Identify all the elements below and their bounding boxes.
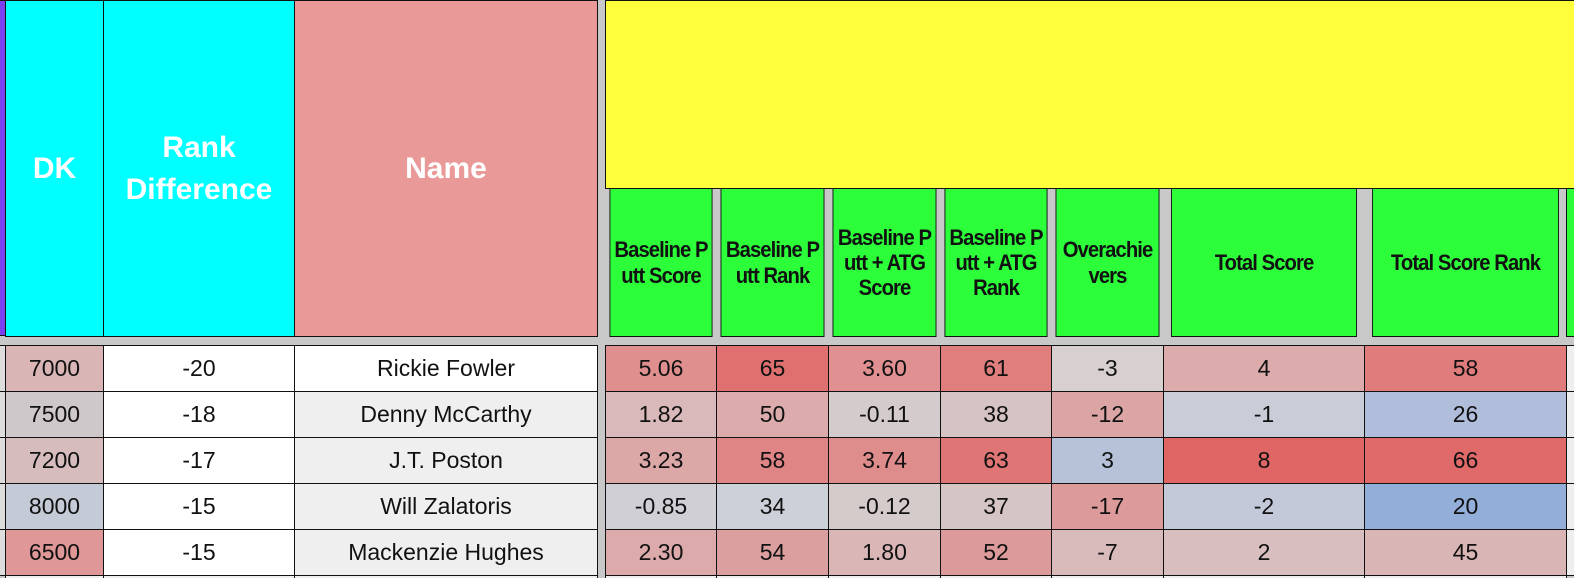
header-name: Name xyxy=(294,0,598,337)
table-cell: 34 xyxy=(716,483,829,530)
header-dk: DK xyxy=(5,0,104,337)
column-header: Total Score xyxy=(1171,188,1357,337)
header-rank-difference: Rank Difference xyxy=(103,0,295,337)
right-filler xyxy=(1566,483,1574,530)
table-cell: 8 xyxy=(1163,437,1365,484)
right-filler xyxy=(1566,391,1574,438)
table-cell: 66 xyxy=(1364,437,1567,484)
column-header: Total Score Rank xyxy=(1372,188,1559,337)
table-cell: 58 xyxy=(716,437,829,484)
table-cell: Denny McCarthy xyxy=(294,391,598,438)
table-cell: 38 xyxy=(940,391,1052,438)
table-cell: 7200 xyxy=(5,437,104,484)
table-cell: -18 xyxy=(103,391,295,438)
table-cell: -20 xyxy=(103,345,295,392)
table-cell: 2 xyxy=(1163,529,1365,576)
table-cell: 3.23 xyxy=(605,437,717,484)
table-cell: -17 xyxy=(103,437,295,484)
table-cell: 26 xyxy=(1364,391,1567,438)
table-cell: -0.11 xyxy=(828,391,941,438)
table-cell: 63 xyxy=(940,437,1052,484)
table-cell: -17 xyxy=(1051,483,1164,530)
table-cell: -3 xyxy=(1051,345,1164,392)
table-cell: -12 xyxy=(1051,391,1164,438)
table-cell: 65 xyxy=(716,345,829,392)
table-cell: Mackenzie Hughes xyxy=(294,529,598,576)
table-cell: 61 xyxy=(940,345,1052,392)
table-cell: -2 xyxy=(1163,483,1365,530)
table-cell: 20 xyxy=(1364,483,1567,530)
table-cell: -7 xyxy=(1051,529,1164,576)
column-header: Overachievers xyxy=(1055,188,1160,337)
right-filler xyxy=(1566,437,1574,484)
table-cell: Rickie Fowler xyxy=(294,345,598,392)
table-cell: Will Zalatoris xyxy=(294,483,598,530)
column-header: Baseline Putt Score xyxy=(609,188,713,337)
table-cell: 54 xyxy=(716,529,829,576)
table-cell: 3.60 xyxy=(828,345,941,392)
table-cell: 52 xyxy=(940,529,1052,576)
table-cell: 37 xyxy=(940,483,1052,530)
header-banner xyxy=(605,0,1574,189)
table-cell: 8000 xyxy=(5,483,104,530)
table-cell: 1.82 xyxy=(605,391,717,438)
table-cell: 7000 xyxy=(5,345,104,392)
partial-cell xyxy=(1364,575,1567,578)
table-cell: J.T. Poston xyxy=(294,437,598,484)
partial-cell xyxy=(294,575,598,578)
table-cell: 7500 xyxy=(5,391,104,438)
table-cell: 1.80 xyxy=(828,529,941,576)
column-header: Baseline Putt + ATG Score xyxy=(832,188,937,337)
right-filler xyxy=(1566,188,1574,337)
table-cell: 50 xyxy=(716,391,829,438)
table-cell: -15 xyxy=(103,483,295,530)
right-filler xyxy=(1566,345,1574,392)
table-cell: -0.85 xyxy=(605,483,717,530)
table-cell: 3.74 xyxy=(828,437,941,484)
table-cell: -1 xyxy=(1163,391,1365,438)
table-cell: 45 xyxy=(1364,529,1567,576)
table-cell: -0.12 xyxy=(828,483,941,530)
table-cell: 6500 xyxy=(5,529,104,576)
right-filler xyxy=(1566,529,1574,576)
table-cell: 58 xyxy=(1364,345,1567,392)
table-cell: 4 xyxy=(1163,345,1365,392)
column-header: Baseline Putt Rank xyxy=(720,188,825,337)
table-cell: 3 xyxy=(1051,437,1164,484)
column-header: Baseline Putt + ATG Rank xyxy=(944,188,1048,337)
table-cell: 5.06 xyxy=(605,345,717,392)
table-cell: 2.30 xyxy=(605,529,717,576)
table-cell: -15 xyxy=(103,529,295,576)
